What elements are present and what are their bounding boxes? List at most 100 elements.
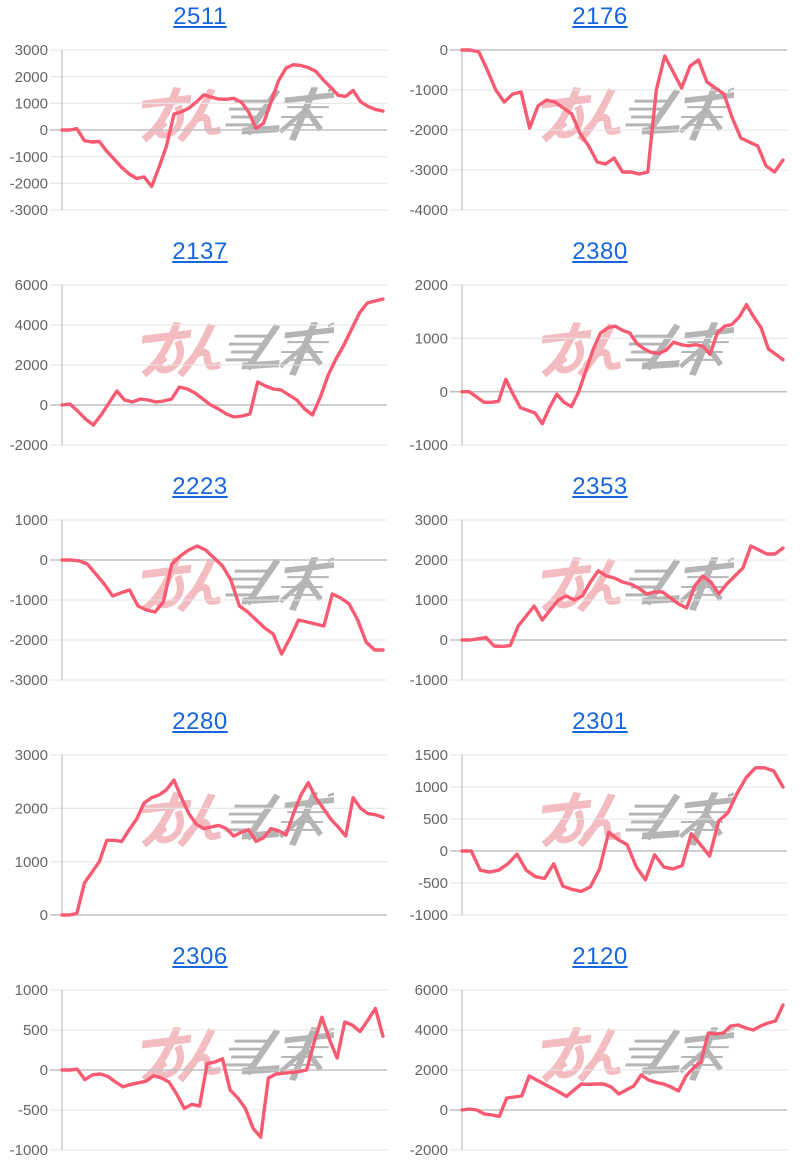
y-tick-label: 2000 (15, 69, 48, 86)
y-tick-label: 2000 (15, 801, 48, 818)
y-tick-label: 1000 (15, 982, 48, 999)
y-tick-label: 3000 (15, 42, 48, 59)
y-tick-label: 0 (440, 632, 448, 649)
chart-title-row: 2380 (400, 238, 800, 266)
y-tick-label: 0 (40, 552, 48, 569)
y-tick-label: 0 (40, 1062, 48, 1079)
line-chart: 1000 0 -1000 -2000 -3000 (10, 512, 387, 689)
y-tick-label: -500 (418, 875, 448, 892)
chart-cell: 2301 1500 1000 500 0 -500 -1000 (400, 705, 800, 940)
chart-title-row: 2137 (0, 238, 400, 266)
stock-code-link[interactable]: 2353 (572, 473, 628, 500)
chart-cell: 2120 6000 4000 2000 0 -2000 (400, 940, 800, 1171)
y-tick-label: -3000 (10, 672, 48, 689)
chart-title-row: 2301 (400, 708, 800, 736)
y-tick-label: 0 (40, 907, 48, 924)
chart-title-row: 2176 (400, 3, 800, 31)
stock-code-link[interactable]: 2301 (572, 708, 628, 735)
y-tick-label: 0 (440, 384, 448, 401)
chart-cell: 2380 2000 1000 0 -1000 (400, 235, 800, 470)
stock-code-link[interactable]: 2380 (572, 238, 628, 265)
series-line (60, 297, 385, 427)
y-tick-label: 1000 (15, 854, 48, 871)
y-tick-label: 1000 (15, 96, 48, 113)
y-tick-label: 0 (440, 843, 448, 860)
stock-code-link[interactable]: 2137 (172, 238, 228, 265)
chart-title-row: 2353 (400, 473, 800, 501)
chart-cell: 2223 1000 0 -1000 -2000 -3000 (0, 470, 400, 705)
line-chart: 6000 4000 2000 0 -2000 (410, 982, 787, 1159)
chart-cell: 2280 3000 2000 1000 0 (0, 705, 400, 940)
line-chart: 3000 2000 1000 0 -1000 (410, 512, 787, 689)
chart-title-row: 2120 (400, 943, 800, 971)
stock-code-link[interactable]: 2176 (572, 3, 628, 30)
chart-cell: 2306 1000 500 0 -500 -1000 (0, 940, 400, 1171)
y-tick-label: -500 (18, 1102, 48, 1119)
chart-cell: 2137 6000 4000 2000 0 -2000 (0, 235, 400, 470)
y-tick-label: 2000 (415, 1062, 448, 1079)
y-tick-label: -1000 (410, 82, 448, 99)
y-tick-label: -1000 (410, 437, 448, 454)
chart-title-row: 2306 (0, 943, 400, 971)
y-tick-label: -1000 (10, 149, 48, 166)
series-line (460, 544, 785, 649)
line-chart: 1000 500 0 -500 -1000 (10, 982, 387, 1159)
y-tick-label: -3000 (10, 202, 48, 219)
line-chart: 1500 1000 500 0 -500 -1000 (410, 747, 787, 924)
line-chart: 3000 2000 1000 0 -1000 -2000 -3000 (10, 42, 387, 219)
y-tick-label: 2000 (415, 552, 448, 569)
y-tick-label: 6000 (15, 277, 48, 294)
y-tick-label: 1000 (415, 331, 448, 348)
y-tick-label: 4000 (15, 317, 48, 334)
y-tick-label: -4000 (410, 202, 448, 219)
y-tick-label: 4000 (415, 1022, 448, 1039)
stock-code-link[interactable]: 2306 (172, 943, 228, 970)
series-line (60, 62, 385, 189)
y-tick-label: -1000 (410, 672, 448, 689)
y-tick-label: -2000 (10, 437, 48, 454)
series-line (460, 48, 785, 176)
y-tick-label: 0 (440, 42, 448, 59)
y-tick-label: 1000 (415, 779, 448, 796)
y-tick-label: 3000 (15, 747, 48, 764)
chart-cell: 2176 0 -1000 -2000 -3000 -4000 (400, 0, 800, 235)
y-tick-label: 3000 (415, 512, 448, 529)
series-line (60, 778, 385, 917)
chart-cell: 2353 3000 2000 1000 0 -1000 (400, 470, 800, 705)
series-line (460, 302, 785, 426)
y-tick-label: 6000 (415, 982, 448, 999)
y-tick-label: -1000 (10, 592, 48, 609)
line-chart: 0 -1000 -2000 -3000 -4000 (410, 42, 787, 219)
chart-title-row: 2280 (0, 708, 400, 736)
chart-cell: 2511 3000 2000 1000 0 -1000 -2000 -3000 (0, 0, 400, 235)
series-line (60, 1006, 385, 1139)
line-chart: 3000 2000 1000 0 (15, 747, 387, 924)
y-tick-label: -2000 (10, 176, 48, 193)
y-tick-label: 2000 (15, 357, 48, 374)
stock-code-link[interactable]: 2120 (572, 943, 628, 970)
y-tick-label: -1000 (410, 907, 448, 924)
line-chart: 2000 1000 0 -1000 (410, 277, 787, 454)
line-chart: 6000 4000 2000 0 -2000 (10, 277, 387, 454)
y-tick-label: -1000 (10, 1142, 48, 1159)
series-line (460, 1003, 785, 1119)
stock-code-link[interactable]: 2511 (173, 3, 227, 30)
y-tick-label: -2000 (10, 632, 48, 649)
y-tick-label: 2000 (415, 277, 448, 294)
y-tick-label: 1000 (15, 512, 48, 529)
y-tick-label: 500 (423, 811, 448, 828)
y-tick-label: 0 (40, 122, 48, 139)
y-tick-label: -2000 (410, 122, 448, 139)
chart-title-row: 2511 (0, 3, 400, 31)
y-tick-label: 500 (23, 1022, 48, 1039)
y-tick-label: 0 (40, 397, 48, 414)
y-tick-label: 1000 (415, 592, 448, 609)
y-tick-label: 1500 (415, 747, 448, 764)
y-tick-label: -2000 (410, 1142, 448, 1159)
y-tick-label: 0 (440, 1102, 448, 1119)
stock-code-link[interactable]: 2280 (172, 708, 228, 735)
chart-title-row: 2223 (0, 473, 400, 501)
stock-code-link[interactable]: 2223 (172, 473, 228, 500)
series-line (460, 766, 785, 894)
